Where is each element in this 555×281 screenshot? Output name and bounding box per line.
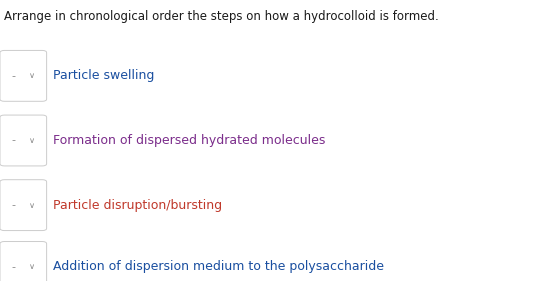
Text: -: - — [12, 135, 16, 146]
Text: ∨: ∨ — [29, 71, 36, 80]
Text: Formation of dispersed hydrated molecules: Formation of dispersed hydrated molecule… — [53, 134, 325, 147]
FancyBboxPatch shape — [0, 180, 47, 230]
Text: Particle swelling: Particle swelling — [53, 69, 154, 82]
FancyBboxPatch shape — [0, 115, 47, 166]
FancyBboxPatch shape — [0, 242, 47, 281]
Text: -: - — [12, 200, 16, 210]
Text: ∨: ∨ — [29, 262, 36, 271]
Text: ∨: ∨ — [29, 136, 36, 145]
Text: Addition of dispersion medium to the polysaccharide: Addition of dispersion medium to the pol… — [53, 260, 384, 273]
Text: ∨: ∨ — [29, 201, 36, 210]
Text: Arrange in chronological order the steps on how a hydrocolloid is formed.: Arrange in chronological order the steps… — [4, 10, 439, 23]
Text: -: - — [12, 262, 16, 272]
Text: Particle disruption/bursting: Particle disruption/bursting — [53, 199, 222, 212]
FancyBboxPatch shape — [0, 51, 47, 101]
Text: -: - — [12, 71, 16, 81]
